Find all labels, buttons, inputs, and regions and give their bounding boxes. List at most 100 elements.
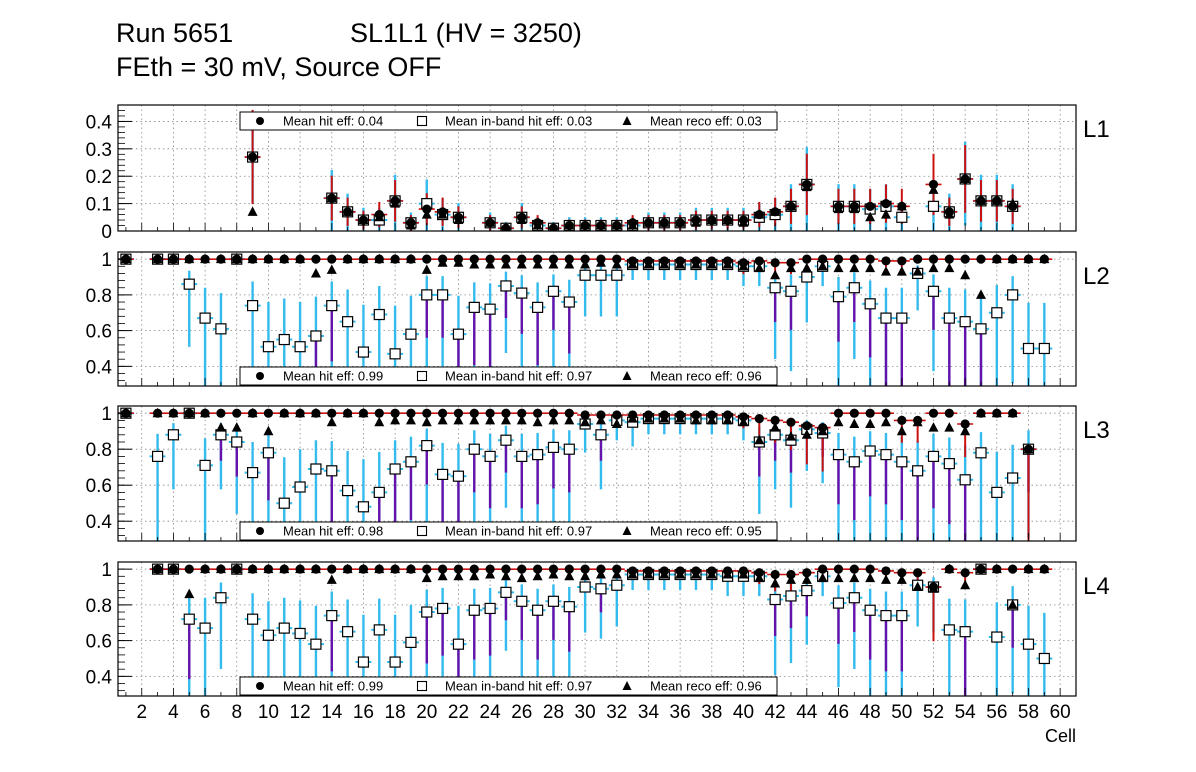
inband-marker [1038, 342, 1050, 355]
inband-marker [342, 316, 354, 328]
legend-hit-marker [256, 682, 264, 690]
hit-marker [960, 254, 970, 264]
y-tick-label: 0.4 [86, 667, 113, 688]
hit-marker [485, 564, 495, 574]
hit-marker [770, 207, 780, 217]
inband-marker [326, 609, 338, 622]
reco-marker [437, 570, 448, 581]
hit-marker [548, 564, 559, 574]
hit-marker [960, 174, 970, 184]
y-tick-label: 0.6 [86, 632, 112, 653]
hit-marker [343, 564, 353, 574]
hit-marker [358, 254, 369, 264]
hit-marker [754, 414, 764, 424]
reco-marker [453, 414, 464, 425]
hit-marker [438, 207, 448, 217]
reco-marker [928, 184, 939, 194]
y-tick-label: 0.4 [86, 112, 113, 133]
y-tick-label: 0.8 [86, 440, 112, 461]
reco-marker [453, 570, 464, 581]
inband-marker [516, 450, 528, 462]
hit-marker [517, 564, 527, 574]
hit-marker [849, 254, 859, 264]
reco-marker [896, 266, 907, 276]
hit-marker [928, 179, 939, 190]
inband-marker [405, 328, 417, 340]
x-tick-label: 58 [1018, 702, 1039, 723]
hit-marker [691, 215, 701, 225]
x-tick-label: 42 [765, 702, 786, 723]
inband-marker [1022, 638, 1035, 650]
hit-marker [754, 256, 764, 266]
inband-marker [246, 300, 259, 312]
y-tick-label: 0.2 [86, 167, 112, 188]
hit-marker [1023, 564, 1034, 574]
reco-marker [865, 418, 876, 428]
legend-box [239, 366, 778, 386]
inband-marker [611, 579, 623, 591]
x-tick-label: 56 [986, 702, 1007, 723]
inband-marker [468, 301, 480, 313]
inband-marker [151, 450, 164, 462]
hit-marker [517, 212, 527, 222]
reco-marker [690, 414, 701, 425]
hit-marker [944, 254, 954, 264]
reco-marker [880, 416, 891, 427]
hit-marker [643, 410, 654, 420]
inband-marker [801, 584, 813, 597]
y-tick-label: 0.8 [86, 596, 112, 617]
inband-marker [927, 450, 940, 462]
inband-marker [310, 638, 322, 650]
hit-marker [422, 254, 432, 264]
hit-marker [818, 564, 828, 574]
inband-marker [437, 468, 449, 480]
reco-marker [500, 414, 511, 425]
hit-marker [469, 564, 479, 574]
hit-marker [675, 566, 685, 576]
reco-marker [896, 574, 907, 584]
hit-marker [469, 408, 479, 418]
legend-entry-reco: Mean reco eff: 0.96 [650, 369, 762, 384]
hit-marker [580, 254, 590, 264]
hit-marker [865, 564, 875, 574]
hit-marker [628, 218, 638, 228]
reco-marker [247, 206, 258, 216]
reco-marker [880, 266, 891, 276]
hit-marker [390, 408, 400, 418]
inband-marker [832, 597, 845, 609]
inband-marker [896, 211, 908, 223]
y-tick-label: 0.6 [86, 322, 112, 343]
hit-marker [707, 256, 717, 266]
inband-marker [801, 271, 813, 283]
hit-marker [438, 564, 448, 574]
inband-marker [500, 434, 512, 446]
reco-marker [801, 429, 812, 439]
hit-marker [723, 256, 733, 266]
inband-marker [310, 463, 322, 475]
hit-marker [200, 564, 210, 574]
x-tick-label: 50 [891, 702, 912, 723]
reco-marker [611, 569, 622, 579]
inband-marker [262, 447, 275, 459]
inband-marker [516, 287, 528, 299]
inband-marker [848, 592, 860, 604]
y-tick-label: 1 [101, 560, 112, 581]
panel-frame [117, 405, 1077, 542]
legend-inband-marker [416, 525, 428, 537]
reco-marker [865, 211, 876, 222]
reco-marker [390, 414, 401, 425]
x-tick-label: 46 [828, 702, 849, 723]
reco-marker [833, 262, 844, 273]
inband-marker [563, 443, 575, 455]
inband-marker [563, 296, 575, 308]
reco-marker [785, 431, 796, 441]
reco-marker [928, 422, 939, 432]
reco-marker [865, 262, 876, 273]
reco-marker [912, 581, 923, 592]
x-tick-label: 40 [733, 702, 754, 723]
inband-marker [405, 456, 417, 468]
hit-marker [1039, 254, 1049, 264]
reco-marker [580, 259, 591, 269]
y-tick-label: 0 [101, 222, 112, 243]
reco-marker [532, 416, 543, 427]
